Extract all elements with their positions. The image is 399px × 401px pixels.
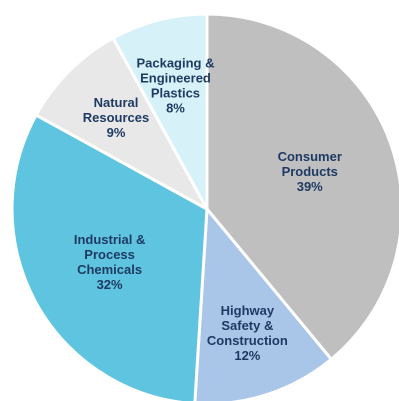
pie-slice	[205, 12, 399, 362]
pie-labels: Consumer Products 39% Highway Safety & Constr…	[74, 56, 342, 363]
pie-slice	[193, 205, 334, 401]
slice-name-line: Highway	[221, 303, 275, 318]
slice-value-label: 39%	[297, 179, 323, 194]
pie-slice	[111, 12, 209, 210]
slice-name-line: Chemicals	[77, 262, 142, 277]
slice-label: Highway Safety & Construction 12%	[207, 303, 288, 363]
slice-value-label: 12%	[234, 348, 260, 363]
slice-value-label: 8%	[166, 101, 185, 116]
slice-name-line: Resources	[83, 110, 149, 125]
slice-value-label: 32%	[97, 277, 123, 292]
slice-name-line: Process	[84, 247, 135, 262]
slice-name-line: Products	[282, 164, 338, 179]
pie-slice	[10, 113, 209, 401]
slice-label: Natural Resources 9%	[83, 95, 149, 140]
pie-slices	[10, 12, 399, 401]
slice-label: Consumer Products 39%	[278, 149, 342, 194]
slice-name-line: Plastics	[151, 86, 200, 101]
slice-name-line: Industrial &	[74, 232, 146, 247]
pie-slice	[34, 36, 211, 213]
slice-label: Packaging & Engineered Plastics 8%	[136, 56, 214, 116]
slice-name-line: Safety &	[221, 318, 273, 333]
slice-name-line: Packaging &	[136, 56, 214, 71]
slice-name-line: Engineered	[140, 71, 211, 86]
slice-label: Industrial & Process Chemicals 32%	[74, 232, 146, 292]
slice-name-line: Natural	[94, 95, 139, 110]
slice-value-label: 9%	[107, 125, 126, 140]
slice-name-line: Construction	[207, 333, 288, 348]
slice-name-line: Consumer	[278, 149, 342, 164]
